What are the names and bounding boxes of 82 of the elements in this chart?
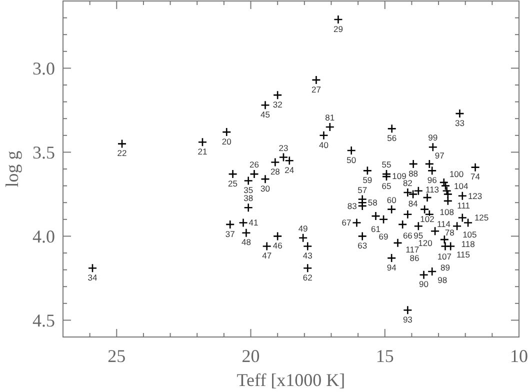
- annotation: 99: [428, 132, 438, 143]
- annotation: 102: [420, 214, 435, 224]
- annotation: 24: [284, 164, 294, 175]
- annotation: 82: [402, 178, 413, 188]
- annotation: 107: [437, 252, 452, 262]
- annotation: 125: [474, 212, 489, 223]
- annotation: 94: [386, 262, 397, 272]
- annotation: 69: [378, 232, 389, 242]
- annotation: 27: [311, 84, 322, 94]
- annotation: 81: [325, 112, 335, 123]
- annotation: 58: [368, 198, 378, 208]
- y-tick-label: 4.5: [32, 310, 55, 330]
- annotation: 40: [318, 140, 329, 150]
- annotation: 49: [298, 223, 308, 234]
- annotation: 60: [386, 194, 397, 205]
- x-tick-label: 15: [376, 346, 394, 366]
- annotation: 50: [346, 154, 356, 165]
- annotation: 88: [408, 168, 418, 178]
- annotation: 47: [262, 250, 272, 261]
- annotation: 95: [414, 230, 424, 240]
- annotation: 114: [436, 219, 451, 230]
- annotation: 28: [270, 166, 280, 177]
- annotation: 21: [198, 146, 208, 156]
- annotation: 74: [470, 172, 480, 182]
- annotation: 62: [302, 272, 313, 282]
- y-tick-label: 3.0: [32, 58, 55, 78]
- annotation: 83: [347, 200, 358, 211]
- annotation: 46: [272, 240, 283, 251]
- annotation: 26: [250, 160, 260, 170]
- annotation: 34: [88, 272, 98, 282]
- annotation: 111: [457, 200, 470, 211]
- annotation: 90: [419, 279, 429, 290]
- x-tick-label: 25: [108, 346, 126, 366]
- annotation: 84: [408, 198, 418, 209]
- annotation: 33: [454, 118, 465, 128]
- annotation: 41: [248, 218, 259, 228]
- annotation: 25: [228, 178, 238, 188]
- annotation: 113: [425, 184, 440, 194]
- annotation: 65: [382, 180, 392, 191]
- annotation: 37: [225, 228, 236, 239]
- annotation: 38: [244, 193, 254, 204]
- annotation: 56: [387, 133, 397, 144]
- annotation: 109: [392, 170, 407, 181]
- annotation: 30: [260, 183, 270, 194]
- annotation: 45: [260, 110, 270, 120]
- annotation: 78: [444, 228, 455, 238]
- y-axis-title: log g: [2, 150, 22, 188]
- annotation: 66: [402, 230, 413, 241]
- x-tick-label: 10: [510, 346, 528, 366]
- annotation: 23: [278, 142, 288, 153]
- x-tick-label: 20: [242, 346, 260, 366]
- y-tick-label: 3.5: [32, 142, 55, 162]
- x-axis-title: Teff [x1000 K]: [236, 370, 346, 390]
- annotation: 67: [342, 218, 352, 228]
- annotation: 59: [362, 175, 372, 186]
- annotation: 20: [222, 136, 232, 146]
- y-tick-label: 4.0: [32, 226, 55, 246]
- annotation: 115: [456, 250, 470, 260]
- annotation: 100: [449, 169, 464, 180]
- annotation: 86: [410, 252, 420, 263]
- annotation: 35: [244, 185, 254, 196]
- annotation: 22: [117, 148, 128, 158]
- annotation: 108: [440, 207, 454, 218]
- annotation: 105: [462, 229, 478, 240]
- annotation: 117: [406, 244, 420, 255]
- annotation: 32: [272, 99, 283, 110]
- annotation: 118: [461, 239, 476, 250]
- annotation: 89: [440, 262, 450, 273]
- annotation: 93: [402, 314, 413, 324]
- annotation: 57: [358, 184, 368, 195]
- annotation: 98: [438, 274, 448, 285]
- annotation: 55: [382, 160, 392, 170]
- annotation: 61: [371, 224, 381, 234]
- annotation: 97: [434, 150, 445, 161]
- annotation: 63: [358, 240, 368, 251]
- annotation: 123: [468, 190, 482, 201]
- annotation: 120: [418, 238, 433, 248]
- annotation: 96: [427, 175, 438, 186]
- annotation: 43: [302, 250, 313, 261]
- annotation: 29: [333, 24, 344, 34]
- annotation: 104: [454, 180, 469, 191]
- annotation: 48: [241, 237, 252, 248]
